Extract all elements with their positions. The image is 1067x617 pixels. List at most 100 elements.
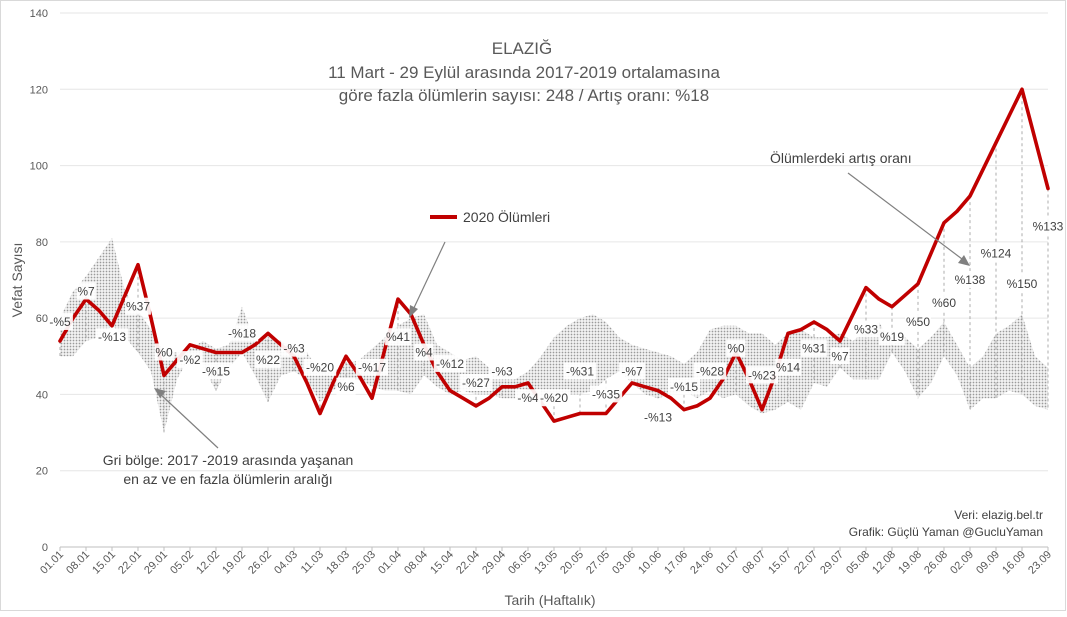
percent-label-bg — [489, 362, 515, 380]
percent-label-bg — [879, 328, 905, 346]
percent-label: %4 — [415, 345, 433, 359]
band-arrow-head — [154, 388, 166, 398]
percent-label-bg — [76, 282, 96, 300]
percent-label-bg — [563, 362, 597, 380]
increase-arrow-head — [958, 255, 970, 266]
percent-label-bg — [905, 312, 931, 330]
percent-label-bg — [336, 377, 356, 395]
percent-label-bg — [979, 244, 1013, 262]
percent-label: %7 — [831, 349, 849, 363]
percent-label-bg — [1031, 217, 1065, 235]
percent-label: %31 — [802, 342, 826, 356]
percent-label: -%13 — [644, 410, 672, 424]
percent-label: -%20 — [306, 361, 334, 375]
percent-label-bg — [355, 358, 389, 376]
percent-label-bg — [433, 354, 467, 372]
percent-label: %0 — [727, 342, 745, 356]
percent-label: -%28 — [696, 365, 724, 379]
percent-label: -%15 — [202, 365, 230, 379]
y-axis-title: Vefat Sayısı — [9, 243, 25, 318]
percent-label: -%31 — [566, 365, 594, 379]
percent-label-bg — [801, 339, 827, 357]
percent-label-bg — [931, 293, 957, 311]
percent-label-bg — [47, 312, 73, 330]
percent-label: -%18 — [228, 326, 256, 340]
percent-label-bg — [726, 339, 746, 357]
percent-label-bg — [459, 373, 493, 391]
percent-label-bg — [537, 389, 571, 407]
percent-label: -%2 — [179, 353, 201, 367]
y-tick-label: 100 — [30, 161, 48, 173]
min-max-range-band — [60, 238, 1048, 433]
percent-label-bg — [154, 343, 174, 361]
percent-label-bg — [853, 320, 879, 338]
range-band-layer — [60, 238, 1048, 433]
percent-label-bg — [745, 366, 779, 384]
percent-label: %133 — [1033, 220, 1064, 234]
percent-label-bg — [255, 351, 281, 369]
percent-label: %124 — [981, 246, 1012, 260]
percent-label-bg — [177, 351, 203, 369]
percent-label: %41 — [386, 330, 410, 344]
percent-label: -%12 — [436, 357, 464, 371]
series-arrow-line — [411, 241, 446, 313]
percent-label: -%23 — [748, 368, 776, 382]
series-arrow-head — [409, 305, 418, 318]
y-tick-label: 140 — [30, 8, 48, 20]
legend-series-label: 2020 Ölümleri — [463, 208, 550, 225]
y-tick-label: 80 — [36, 237, 48, 249]
percent-label-bg — [385, 328, 411, 346]
percent-label: -%5 — [49, 315, 71, 329]
band-annotation-line-1: Gri bölge: 2017 -2019 arasında yaşanan — [103, 452, 354, 468]
percent-label: -%20 — [540, 391, 568, 405]
gridlines — [60, 12, 1048, 472]
percent-label: -%7 — [621, 365, 643, 379]
percent-label-bg — [225, 324, 259, 342]
percent-label: %19 — [880, 330, 904, 344]
percent-label: -%35 — [592, 387, 620, 401]
percent-label-bg — [775, 358, 801, 376]
percent-label-bg — [589, 385, 623, 403]
percent-label: -%15 — [670, 380, 698, 394]
band-arrow-line — [157, 391, 219, 449]
percent-label: %50 — [906, 315, 930, 329]
series-line-layer — [58, 87, 1050, 423]
percent-label: %37 — [126, 300, 150, 314]
percent-label-bg — [303, 358, 337, 376]
percent-label-bg — [693, 362, 727, 380]
percent-label: %14 — [776, 361, 800, 375]
percent-label-bg — [1005, 274, 1039, 292]
y-tick-label: 60 — [36, 313, 48, 325]
y-tick-label: 20 — [36, 466, 48, 478]
percent-label: %7 — [77, 284, 95, 298]
percent-label-bg — [515, 389, 541, 407]
increase-annotation-label: Ölümlerdeki artış oranı — [770, 149, 912, 166]
percent-label: %60 — [932, 296, 956, 310]
percent-label: -%27 — [462, 376, 490, 390]
percent-label: -%3 — [491, 365, 513, 379]
source-note: Veri: elazig.bel.tr — [954, 508, 1043, 522]
band-annotation-line-2: en az ve en fazla ölümlerin aralığı — [123, 471, 332, 487]
percent-label-bg — [830, 347, 850, 365]
percent-label: -%4 — [517, 391, 539, 405]
percent-label-bg — [953, 271, 987, 288]
chart-title: ELAZIĞ — [492, 39, 552, 58]
chart-subtitle-line-1: 11 Mart - 29 Eylül arasında 2017-2019 or… — [328, 63, 720, 82]
increase-arrow-line — [847, 172, 967, 263]
percent-label-bg — [199, 362, 233, 380]
percent-label-bg — [667, 377, 701, 395]
percent-label-layer: -%5%7-%13%37%0-%2-%15-%18%22-%3-%20%6-%1… — [47, 217, 1065, 426]
percent-label: -%17 — [358, 361, 386, 375]
x-axis-title: Tarih (Haftalık) — [504, 592, 595, 608]
percent-label-bg — [414, 343, 434, 361]
percent-label: %150 — [1007, 277, 1038, 291]
series-line-2020 — [58, 87, 1050, 423]
y-tick-label: 120 — [30, 84, 48, 96]
percent-label-bg — [125, 297, 151, 315]
percent-label-bg — [281, 339, 307, 357]
y-tick-label: 0 — [42, 542, 48, 554]
percent-label: -%13 — [98, 330, 126, 344]
percent-label-bg — [619, 362, 645, 380]
percent-label-bg — [95, 328, 129, 346]
